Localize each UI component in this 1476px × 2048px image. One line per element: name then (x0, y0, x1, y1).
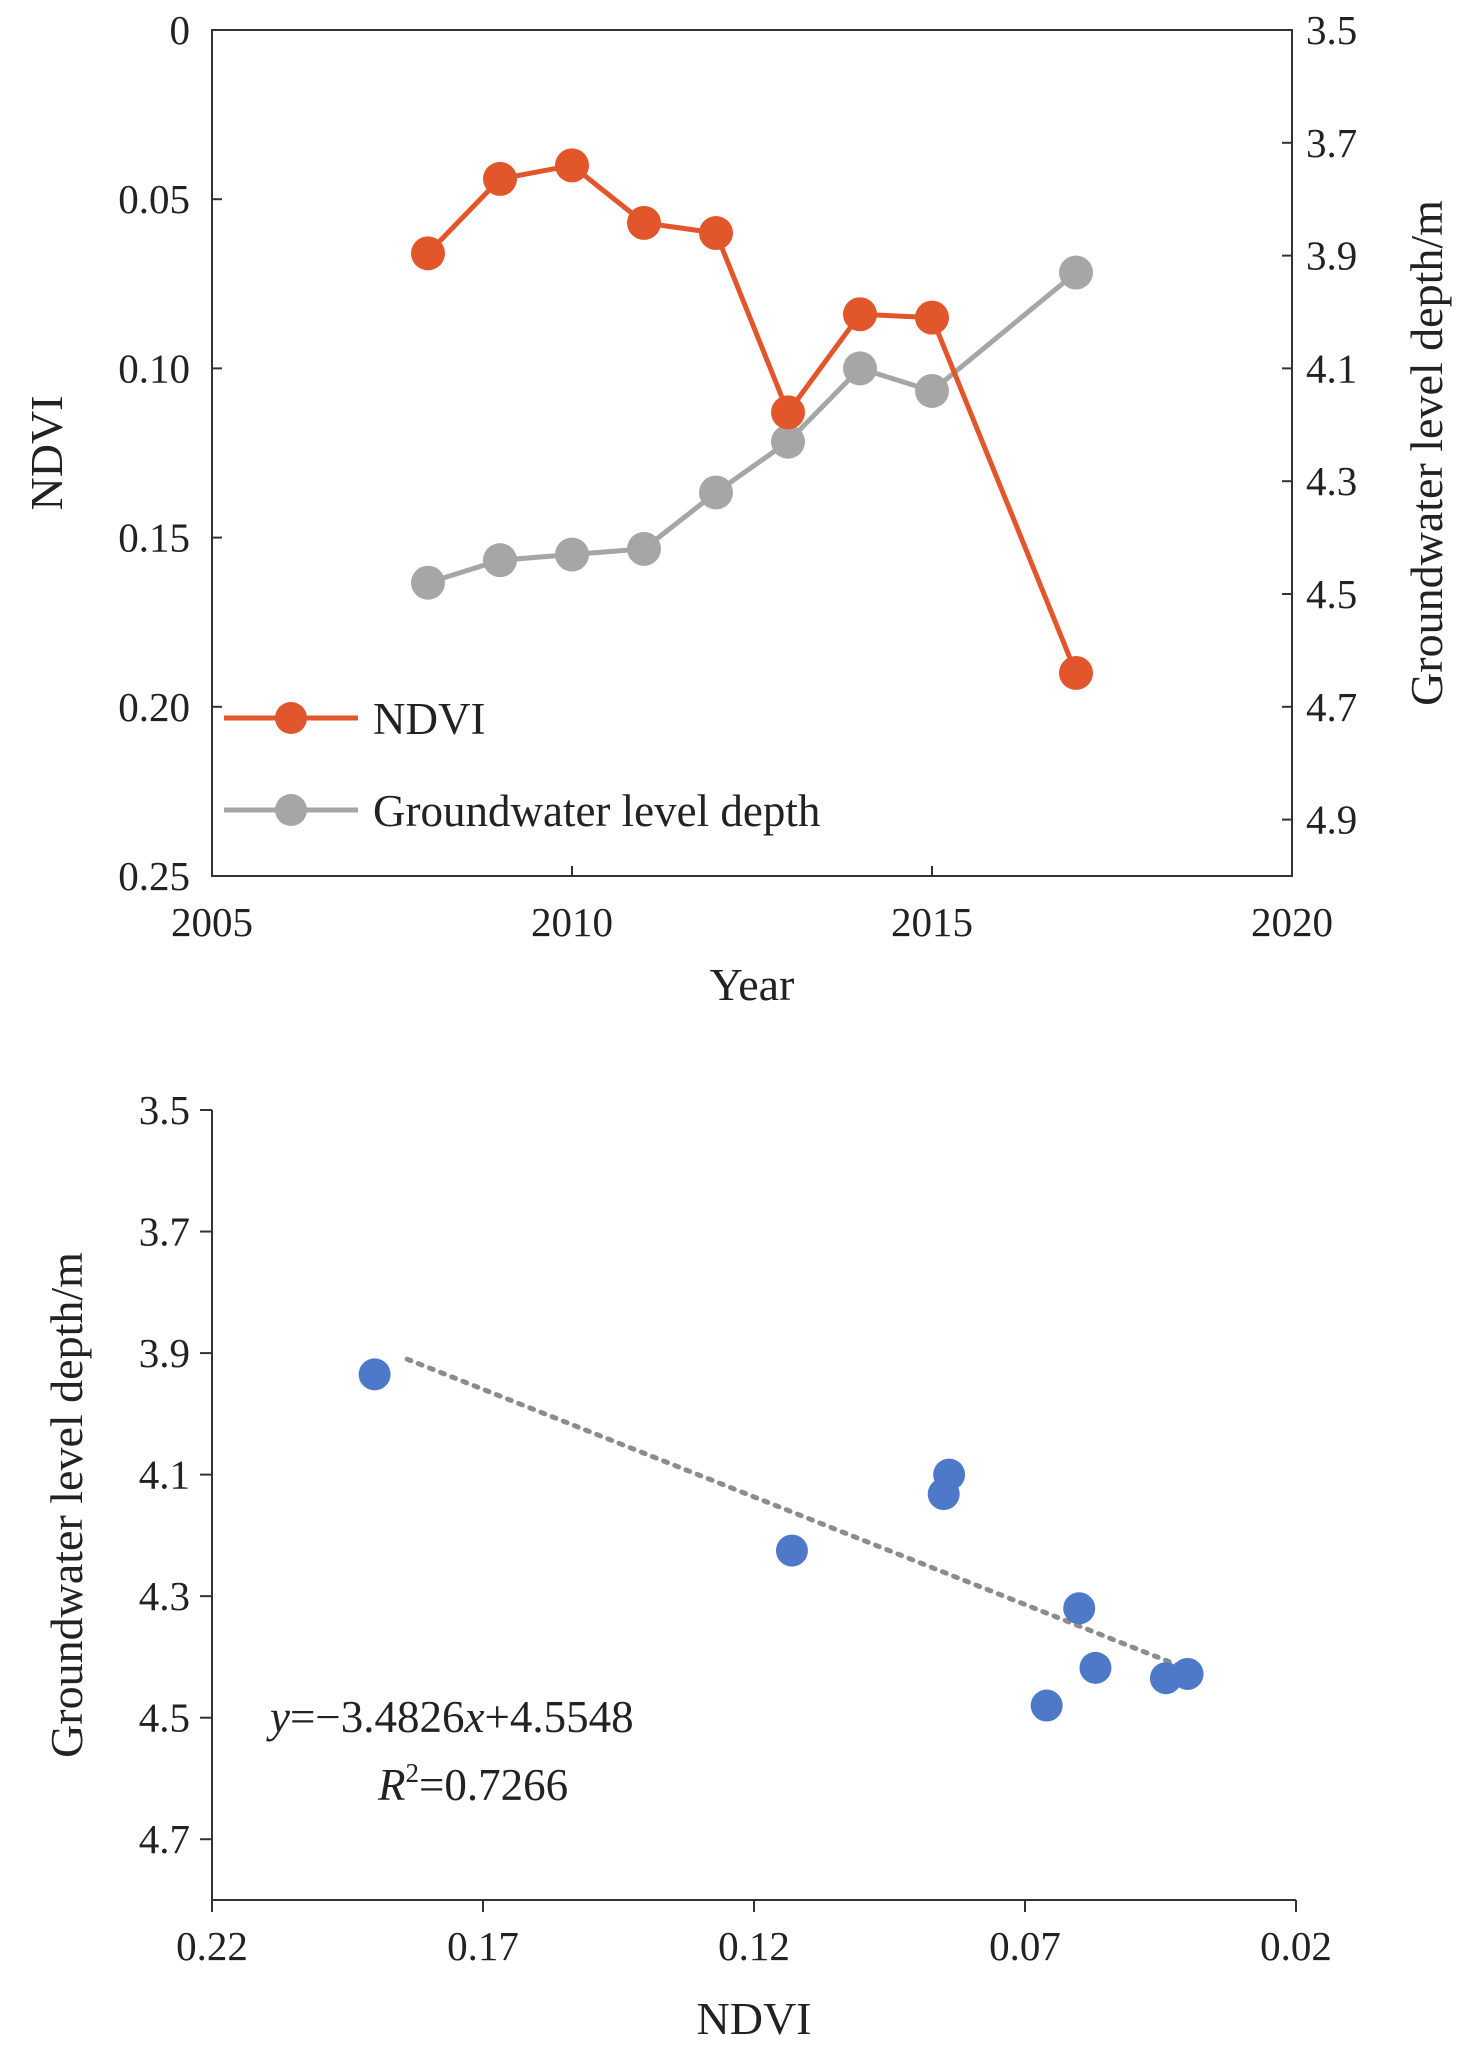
point-ndvi (1059, 655, 1093, 690)
top-series (411, 148, 1093, 690)
scatter-point (927, 1478, 960, 1511)
bottom-x-tick-label: 0.22 (176, 1923, 248, 1969)
point-ndvi (411, 236, 445, 271)
bottom-y-tick-label: 4.5 (139, 1695, 190, 1741)
point-groundwater (915, 373, 949, 408)
top-y-right-tick-label: 4.3 (1306, 458, 1357, 504)
point-ndvi (915, 300, 949, 335)
top-y-left-tick-label: 0.20 (118, 684, 190, 730)
bottom-y-tick-label: 4.3 (139, 1573, 190, 1619)
r-letter: R (377, 1760, 406, 1810)
bottom-y-tick-label: 4.1 (139, 1452, 190, 1498)
r-superscript: 2 (406, 1758, 420, 1788)
r-squared: R2=0.7266 (377, 1758, 568, 1810)
top-y-left-tick-label: 0.05 (118, 176, 190, 222)
point-groundwater (483, 543, 517, 578)
top-y-right-tick-label: 3.7 (1306, 120, 1357, 166)
legend-marker-ndvi (275, 702, 307, 734)
top-chart: 2005 2010 2015 2020 0 0.05 0.10 0.15 0.20 0.25 3.5… (21, 7, 1452, 1010)
bottom-x-tick-label: 0.12 (718, 1923, 790, 1969)
scatter-point (775, 1534, 808, 1567)
eq-tail: +4.5548 (484, 1692, 633, 1742)
scatter-point (1171, 1657, 1204, 1690)
series-line-ndvi (426, 162, 1079, 674)
point-groundwater (411, 565, 445, 600)
scatter-point (358, 1358, 391, 1391)
point-ndvi (627, 205, 661, 240)
scatter-point (1030, 1689, 1063, 1722)
top-x-axis-label: Year (710, 959, 795, 1010)
top-y-right-axis-label: Groundwater level depth/m (1401, 200, 1452, 706)
top-x-tick-label: 2005 (171, 899, 253, 945)
bottom-y-tick-label: 3.9 (139, 1330, 190, 1376)
bottom-chart: 0.22 0.17 0.12 0.07 0.02 3.5 3.7 3.9 4.1 4.3 4.5 4.… (41, 1087, 1332, 2044)
top-legend: NDVI Groundwater level depth (224, 694, 820, 836)
top-x-tick-label: 2020 (1251, 899, 1333, 945)
top-plot-frame (211, 29, 1293, 877)
bottom-ticks: 0.22 0.17 0.12 0.07 0.02 3.5 3.7 3.9 4.1 4.3 4.5 4.… (139, 1087, 1332, 1969)
top-y-left-axis-label: NDVI (21, 396, 72, 511)
legend-label-ndvi: NDVI (373, 694, 485, 744)
eq-mid: =−3.4826 (290, 1692, 465, 1742)
top-y-right-tick-label: 3.9 (1306, 233, 1357, 279)
point-groundwater (699, 475, 733, 510)
bottom-x-tick-label: 0.02 (1260, 1923, 1332, 1969)
bottom-x-tick-label: 0.17 (447, 1923, 519, 1969)
top-y-right-tick-label: 4.5 (1306, 571, 1357, 617)
point-ndvi (771, 395, 805, 430)
top-y-left-tick-label: 0 (170, 7, 191, 53)
point-groundwater (627, 531, 661, 566)
top-y-right-tick-label: 3.5 (1306, 7, 1357, 53)
scatter-point (1063, 1592, 1096, 1625)
top-y-right-tick-label: 4.1 (1306, 345, 1357, 391)
scatter-point (1079, 1651, 1112, 1684)
point-groundwater (843, 351, 877, 386)
point-groundwater (555, 537, 589, 572)
bottom-trendline (404, 1356, 1191, 1672)
top-y-left-tick-label: 0.25 (118, 853, 190, 899)
point-groundwater (1059, 255, 1093, 290)
top-y-left-tick-label: 0.10 (118, 345, 190, 391)
bottom-x-axis-label: NDVI (697, 1993, 812, 2044)
bottom-points (358, 1358, 1204, 1722)
point-ndvi (555, 148, 589, 183)
eq-x: x (464, 1692, 485, 1742)
bottom-y-tick-label: 3.5 (139, 1087, 190, 1133)
bottom-y-tick-label: 4.7 (139, 1816, 190, 1862)
bottom-y-axis-label: Groundwater level depth/m (41, 1252, 92, 1758)
top-y-right-tick-label: 4.9 (1306, 797, 1357, 843)
point-groundwater (771, 424, 805, 459)
top-y-right-tick-label: 4.7 (1306, 684, 1357, 730)
bottom-x-tick-label: 0.07 (989, 1923, 1061, 1969)
trendline (404, 1356, 1191, 1672)
point-ndvi (843, 297, 877, 332)
r-value: =0.7266 (419, 1760, 568, 1810)
top-x-tick-label: 2010 (531, 899, 613, 945)
legend-label-groundwater: Groundwater level depth (373, 786, 820, 836)
top-y-left-tick-label: 0.15 (118, 515, 190, 561)
top-x-tick-label: 2015 (891, 899, 973, 945)
legend-marker-groundwater (275, 794, 307, 826)
point-ndvi (699, 216, 733, 251)
point-ndvi (483, 161, 517, 196)
eq-y: y (266, 1692, 290, 1742)
top-ticks: 2005 2010 2015 2020 0 0.05 0.10 0.15 0.20 0.25 3.5… (118, 7, 1357, 945)
regression-equation: y=−3.4826x+4.5548 (266, 1692, 634, 1742)
bottom-y-tick-label: 3.7 (139, 1209, 190, 1255)
